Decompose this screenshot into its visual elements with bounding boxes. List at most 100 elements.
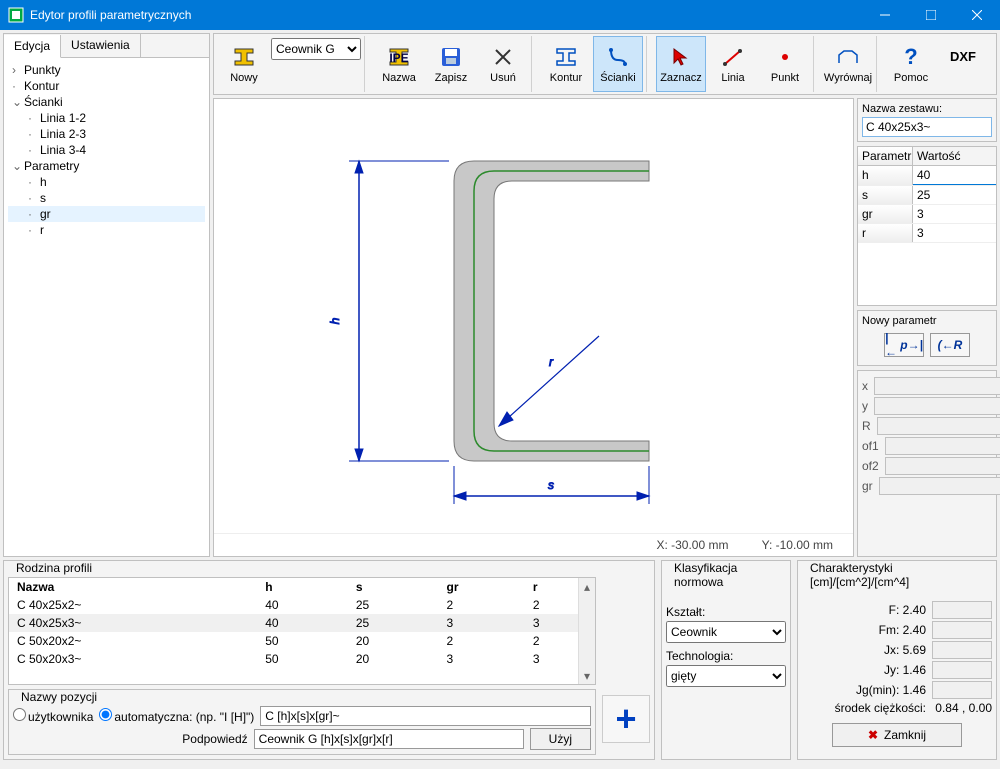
tree-param-r[interactable]: r (40, 223, 44, 237)
tool-help[interactable]: ? Pomoc (886, 36, 936, 92)
coord-x-input[interactable] (874, 377, 1000, 395)
minimize-button[interactable] (862, 0, 908, 30)
maximize-button[interactable] (908, 0, 954, 30)
point-icon (773, 45, 797, 69)
tool-save[interactable]: Zapisz (426, 36, 476, 92)
param-header-name: Parametr (858, 147, 913, 165)
close-button[interactable] (954, 0, 1000, 30)
save-icon (439, 45, 463, 69)
char-jy: Jy: 1.46 (802, 663, 926, 677)
char-jx-input[interactable] (932, 641, 992, 659)
contour-icon (554, 45, 578, 69)
coord-R-input[interactable] (877, 417, 1000, 435)
tool-line[interactable]: Linia (708, 36, 758, 92)
align-icon (836, 45, 860, 69)
table-row[interactable]: C 50x20x2~502022 (9, 632, 595, 650)
tree-parametry[interactable]: Parametry (24, 159, 79, 173)
tree-punkty[interactable]: Punkty (24, 63, 61, 77)
tech-label: Technologia: (666, 649, 786, 663)
dim-label-s: s (548, 478, 554, 492)
status-y-val: -10.00 mm (776, 538, 833, 552)
drawing-canvas[interactable]: h s (214, 99, 853, 533)
char-jg-input[interactable] (932, 681, 992, 699)
char-fm-input[interactable] (932, 621, 992, 639)
use-button[interactable]: Użyj (530, 728, 591, 750)
coord-of1-input[interactable] (885, 437, 1000, 455)
char-f-input[interactable] (932, 601, 992, 619)
name-legend: Nazwy pozycji (17, 690, 101, 704)
table-row[interactable]: C 50x20x3~502033 (9, 650, 595, 668)
radio-user[interactable] (13, 708, 26, 721)
radio-user-label[interactable]: użytkownika (13, 708, 93, 724)
table-scrollbar[interactable]: ▴▾ (578, 578, 595, 684)
tool-select[interactable]: Zaznacz (656, 36, 706, 92)
status-y-label: Y: (762, 538, 773, 552)
tree-linia-1-2[interactable]: Linia 1-2 (40, 111, 86, 125)
char-jx: Jx: 5.69 (802, 643, 926, 657)
new-param-label: Nowy parametr (862, 315, 992, 327)
table-row[interactable]: C 40x25x3~402533 (9, 614, 595, 632)
status-x-label: X: (656, 538, 667, 552)
tree-linia-2-3[interactable]: Linia 2-3 (40, 127, 86, 141)
dim-label-h: h (328, 317, 342, 324)
tool-point[interactable]: Punkt (760, 36, 810, 92)
close-icon: ✖ (868, 728, 878, 742)
coord-gr-input[interactable] (879, 477, 1000, 495)
walls-icon (606, 45, 630, 69)
param-table[interactable]: Parametr Wartość h40 s25 gr3 r3 (857, 146, 997, 306)
add-row-button[interactable]: + (602, 695, 650, 743)
family-table[interactable]: Nazwa h s gr r C 40x25x2~402522 C 40x25x… (9, 578, 595, 668)
family-legend: Rodzina profili (12, 561, 654, 575)
help-icon: ? (899, 45, 923, 69)
delete-icon (491, 45, 515, 69)
svg-text:IPE: IPE (389, 51, 408, 65)
app-icon (8, 7, 24, 23)
window-title: Edytor profili parametrycznych (30, 8, 862, 22)
set-name-input[interactable] (862, 117, 992, 137)
tree-view[interactable]: ›Punkty ·Kontur ⌄Ścianki ·Linia 1-2 ·Lin… (4, 58, 209, 556)
tool-new[interactable]: Nowy (219, 36, 269, 92)
tool-align[interactable]: Wyrównaj (823, 36, 873, 92)
set-name-label: Nazwa zestawu: (862, 103, 992, 115)
cog-label: środek ciężkości: (802, 701, 926, 715)
tool-dxf[interactable]: DXF (938, 36, 988, 92)
profile-select[interactable]: Ceownik G (271, 38, 361, 60)
cursor-icon (669, 45, 693, 69)
hint-input[interactable] (254, 729, 524, 749)
tool-name[interactable]: IPE Nazwa (374, 36, 424, 92)
radio-auto[interactable] (99, 708, 112, 721)
shape-label: Kształt: (666, 605, 786, 619)
table-row[interactable]: C 40x25x2~402522 (9, 596, 595, 614)
auto-name-input[interactable] (260, 706, 591, 726)
hint-label: Podpowiedź (182, 732, 247, 746)
tool-walls[interactable]: Ścianki (593, 36, 643, 92)
status-x-val: -30.00 mm (671, 538, 728, 552)
tool-contour[interactable]: Kontur (541, 36, 591, 92)
param-header-val: Wartość (913, 147, 996, 165)
tool-delete[interactable]: Usuń (478, 36, 528, 92)
new-param-p-button[interactable]: |←p→| (884, 333, 924, 357)
line-icon (721, 45, 745, 69)
tree-scianki[interactable]: Ścianki (24, 95, 63, 109)
ibeam-yellow-icon (232, 45, 256, 69)
dim-label-r: r (549, 355, 554, 369)
tree-param-s[interactable]: s (40, 191, 46, 205)
tab-edit[interactable]: Edycja (4, 35, 61, 58)
tree-linia-3-4[interactable]: Linia 3-4 (40, 143, 86, 157)
ipe-icon: IPE (387, 45, 411, 69)
cog-value: 0.84 , 0.00 (932, 701, 992, 715)
tree-param-h[interactable]: h (40, 175, 47, 189)
tree-kontur[interactable]: Kontur (24, 79, 59, 93)
coord-of2-input[interactable] (885, 457, 1000, 475)
radio-auto-label[interactable]: automatyczna: (np. "I [H]") (99, 708, 254, 724)
new-param-r-button[interactable]: (←R (930, 333, 970, 357)
tree-param-gr[interactable]: gr (40, 207, 51, 221)
norm-legend: Klasyfikacja normowa (670, 561, 790, 589)
char-legend: Charakterystyki [cm]/[cm^2]/[cm^4] (806, 561, 996, 589)
char-jy-input[interactable] (932, 661, 992, 679)
tech-select[interactable]: gięty (666, 665, 786, 687)
close-window-button[interactable]: ✖Zamknij (832, 723, 962, 747)
tab-settings[interactable]: Ustawienia (61, 34, 141, 57)
coord-y-input[interactable] (874, 397, 1000, 415)
shape-select[interactable]: Ceownik (666, 621, 786, 643)
